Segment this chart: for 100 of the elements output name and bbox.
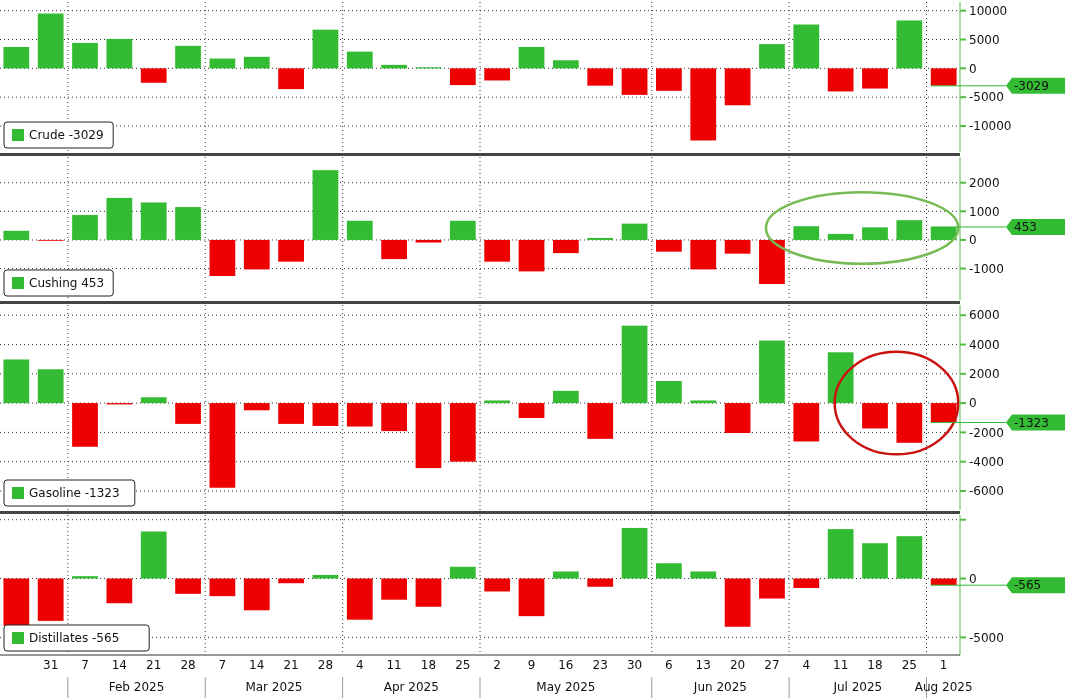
bar	[346, 578, 373, 620]
bar	[484, 68, 511, 81]
bar	[3, 230, 30, 240]
bar	[656, 68, 682, 91]
x-tick-label: 21	[283, 658, 299, 672]
y-tick-label: 2000	[969, 175, 1000, 190]
bar	[690, 400, 717, 404]
bar	[896, 536, 923, 579]
bar	[518, 239, 545, 272]
bar	[930, 68, 957, 86]
bar	[140, 202, 167, 240]
bar	[72, 403, 98, 447]
bar	[690, 239, 717, 270]
bar	[759, 340, 785, 404]
bar	[587, 237, 614, 240]
bar	[243, 403, 270, 411]
bar	[690, 571, 717, 579]
y-tick-label: -6000	[969, 484, 1004, 499]
bar	[278, 239, 304, 262]
x-tick-label: 4	[802, 658, 811, 672]
bar	[449, 68, 476, 86]
x-tick-label: 27	[764, 658, 780, 672]
bar	[175, 578, 201, 594]
bar	[175, 403, 201, 424]
bar	[862, 68, 888, 89]
bar	[827, 529, 854, 579]
x-tick-label: 1	[939, 658, 948, 672]
bar	[827, 68, 854, 92]
bar	[484, 578, 511, 592]
bar	[656, 381, 682, 404]
bar	[827, 352, 854, 404]
bar	[518, 403, 545, 419]
bar	[3, 47, 30, 69]
bar	[312, 403, 339, 426]
text: Jul 2025	[832, 680, 883, 694]
x-tick-label: 16	[558, 658, 574, 672]
x-tick-label: 11	[386, 658, 402, 672]
text: Mar 2025	[245, 680, 303, 694]
y-tick-label: 0	[969, 396, 977, 411]
y-tick-label: -5000	[969, 90, 1004, 105]
bar	[209, 578, 236, 597]
y-tick-label: 1000	[969, 204, 1000, 219]
bar	[621, 325, 648, 404]
y-tick-label: 6000	[969, 308, 1000, 323]
bar	[793, 226, 820, 240]
y-tick-label: -4000	[969, 454, 1004, 469]
x-tick-label: 23	[592, 658, 608, 672]
bar	[552, 239, 579, 254]
bar	[312, 170, 339, 240]
y-tick-label: 10000	[969, 3, 1008, 18]
x-tick-label: 2	[493, 658, 501, 672]
y-tick-label: -10000	[969, 119, 1012, 134]
bar	[656, 239, 682, 252]
bar	[243, 56, 270, 69]
bar	[690, 68, 717, 141]
bar	[312, 29, 339, 69]
bar	[209, 239, 236, 276]
bar	[278, 403, 304, 424]
bar	[484, 400, 511, 404]
bar	[449, 403, 476, 462]
bar	[621, 68, 648, 95]
bar	[449, 566, 476, 579]
text: Aug 2025	[914, 680, 973, 694]
bar	[72, 576, 98, 579]
bar	[346, 220, 373, 240]
legend-label: Cushing 453	[29, 276, 105, 291]
x-tick-label: 18	[420, 658, 437, 672]
bar	[381, 403, 408, 432]
x-tick-label: 11	[833, 658, 849, 672]
x-tick-label: 28	[180, 658, 196, 672]
bar	[37, 578, 64, 621]
legend-label: Distillates -565	[29, 631, 120, 646]
text: May 2025	[536, 680, 596, 694]
x-tick-label: 14	[111, 658, 127, 672]
bar	[793, 403, 820, 442]
x-tick-label: 20	[729, 658, 746, 672]
bar	[862, 403, 888, 429]
bar	[896, 220, 923, 240]
x-tick-label: 13	[695, 658, 711, 672]
bar	[724, 68, 751, 106]
bar	[3, 578, 30, 626]
bar	[381, 239, 408, 260]
bar	[930, 578, 957, 586]
bar	[724, 578, 751, 627]
bar	[72, 42, 98, 69]
bar	[37, 13, 64, 69]
y-tick-label: 0	[969, 61, 977, 76]
y-tick-label: 2000	[969, 367, 1000, 382]
bar	[896, 403, 923, 443]
bar	[552, 390, 579, 404]
bar	[862, 543, 888, 579]
ref-line-label: 453	[1014, 220, 1037, 235]
bar	[724, 239, 751, 254]
x-tick-label: 4	[355, 658, 364, 672]
bar	[415, 403, 442, 469]
bar	[106, 38, 133, 69]
bar	[656, 563, 682, 579]
bar	[243, 578, 270, 611]
legend-label: Crude -3029	[29, 128, 104, 143]
x-tick-label: 25	[455, 658, 471, 672]
